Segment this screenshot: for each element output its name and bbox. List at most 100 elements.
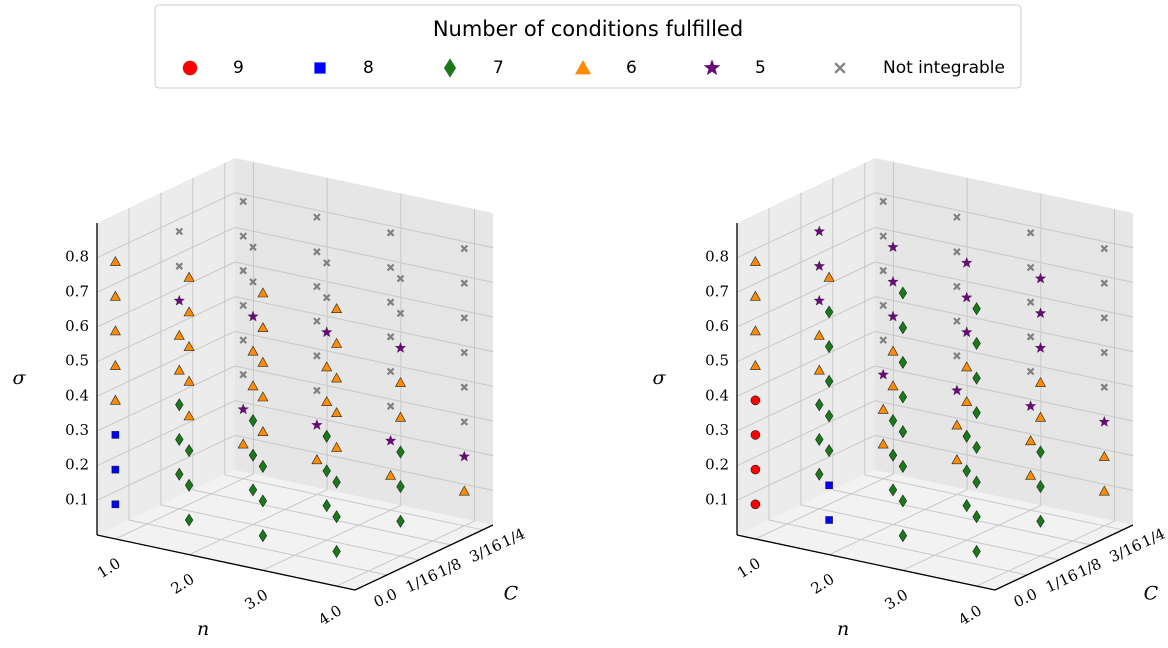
point bbox=[962, 464, 971, 478]
point bbox=[460, 244, 469, 253]
x-tick-label: 4.0 bbox=[315, 601, 345, 629]
x-tick-label: 3.0 bbox=[241, 586, 271, 614]
point bbox=[1034, 376, 1047, 387]
point bbox=[813, 225, 825, 237]
point bbox=[183, 271, 195, 282]
grid-line bbox=[832, 489, 1091, 546]
point bbox=[313, 282, 321, 291]
grid-line bbox=[96, 192, 236, 259]
grid-line bbox=[828, 489, 968, 556]
grid-line bbox=[96, 330, 236, 397]
point bbox=[458, 450, 470, 462]
point bbox=[1100, 348, 1109, 357]
point bbox=[972, 406, 981, 420]
point bbox=[396, 274, 405, 283]
legend-marker bbox=[834, 62, 846, 74]
point bbox=[887, 275, 899, 287]
point bbox=[951, 419, 963, 430]
point bbox=[813, 364, 825, 375]
point bbox=[322, 464, 331, 478]
point bbox=[386, 298, 395, 306]
grid-line bbox=[224, 474, 483, 531]
z-tick-label: 0.3 bbox=[705, 421, 729, 439]
legend-label: 5 bbox=[755, 58, 766, 78]
point bbox=[331, 441, 343, 452]
point bbox=[248, 414, 258, 428]
point bbox=[1026, 229, 1035, 237]
point bbox=[396, 480, 405, 494]
grid-line bbox=[874, 296, 1134, 353]
point bbox=[313, 213, 321, 221]
point bbox=[396, 309, 405, 318]
point bbox=[175, 467, 184, 481]
point bbox=[386, 367, 395, 376]
grid-line bbox=[736, 330, 876, 397]
point bbox=[1026, 298, 1035, 306]
grid-line bbox=[234, 400, 494, 457]
point bbox=[332, 510, 341, 524]
point bbox=[257, 287, 269, 298]
point bbox=[109, 255, 121, 266]
point bbox=[953, 352, 961, 360]
grid-line bbox=[736, 296, 876, 363]
z-axis-label: σ bbox=[13, 367, 27, 389]
point bbox=[183, 375, 195, 386]
y-axis bbox=[994, 524, 1134, 591]
grid-line bbox=[768, 519, 1028, 576]
point bbox=[249, 278, 257, 286]
grid-line bbox=[128, 519, 388, 576]
point bbox=[1098, 485, 1110, 496]
point bbox=[322, 293, 331, 302]
point bbox=[1034, 307, 1047, 319]
x-axis bbox=[736, 534, 996, 591]
grid-line bbox=[234, 226, 494, 283]
grid-line bbox=[192, 489, 451, 546]
x-tick-label: 3.0 bbox=[881, 586, 911, 614]
legend-label: 8 bbox=[363, 58, 374, 78]
point bbox=[239, 232, 247, 240]
point bbox=[961, 256, 973, 268]
point bbox=[749, 359, 761, 370]
point bbox=[331, 337, 343, 348]
grid-line bbox=[96, 434, 236, 501]
point bbox=[879, 301, 887, 310]
y-tick-label: 1/8 bbox=[1075, 555, 1104, 582]
point bbox=[321, 326, 333, 338]
point bbox=[460, 383, 469, 391]
point bbox=[322, 259, 331, 267]
point bbox=[898, 355, 908, 369]
point bbox=[898, 529, 908, 543]
point bbox=[247, 380, 259, 391]
point bbox=[749, 290, 761, 301]
point bbox=[972, 336, 981, 350]
point bbox=[385, 469, 397, 480]
x-tick-label: 1.0 bbox=[94, 554, 124, 582]
point bbox=[951, 454, 963, 465]
grid-line bbox=[736, 434, 876, 501]
point bbox=[750, 395, 761, 406]
floor-pane bbox=[737, 470, 1133, 590]
point bbox=[961, 395, 973, 406]
point bbox=[313, 248, 321, 256]
x-tick-label: 4.0 bbox=[955, 601, 985, 629]
point bbox=[951, 384, 963, 396]
point bbox=[972, 475, 981, 489]
point bbox=[1100, 314, 1109, 322]
point bbox=[1034, 342, 1047, 353]
z-tick-label: 0.6 bbox=[65, 317, 89, 335]
legend-label: 7 bbox=[493, 58, 504, 78]
grid-line bbox=[874, 192, 1134, 249]
left-pane bbox=[737, 158, 875, 535]
point bbox=[953, 213, 961, 221]
point bbox=[173, 364, 185, 375]
point bbox=[175, 398, 184, 412]
grid-line bbox=[96, 296, 236, 363]
legend-marker bbox=[314, 62, 326, 74]
point bbox=[111, 431, 120, 439]
point bbox=[184, 444, 194, 458]
legend-marker bbox=[703, 59, 721, 76]
point bbox=[386, 229, 395, 237]
point bbox=[815, 432, 824, 447]
point bbox=[887, 310, 899, 322]
grid-line bbox=[874, 226, 1134, 283]
